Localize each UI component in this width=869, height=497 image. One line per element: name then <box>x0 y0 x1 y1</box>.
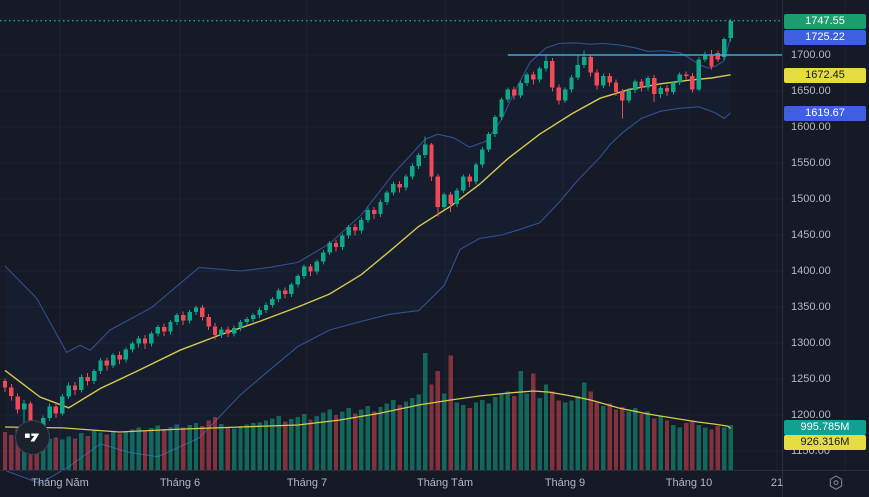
volume-badge: 995.785M <box>784 419 866 435</box>
last-price-badge: 1747.55 <box>784 13 866 29</box>
bb-upper-badge: 1725.22 <box>784 29 866 45</box>
axis-settings-button[interactable] <box>826 474 846 494</box>
tradingview-logo-icon <box>24 433 40 442</box>
gear-icon <box>829 475 843 490</box>
bb-basis-badge: 1672.45 <box>784 67 866 83</box>
volume-ma-badge: 926.316M <box>784 434 866 450</box>
tradingview-logo[interactable] <box>15 420 50 455</box>
time-axis[interactable] <box>0 470 869 497</box>
bb-lower-badge: 1619.67 <box>784 105 866 121</box>
